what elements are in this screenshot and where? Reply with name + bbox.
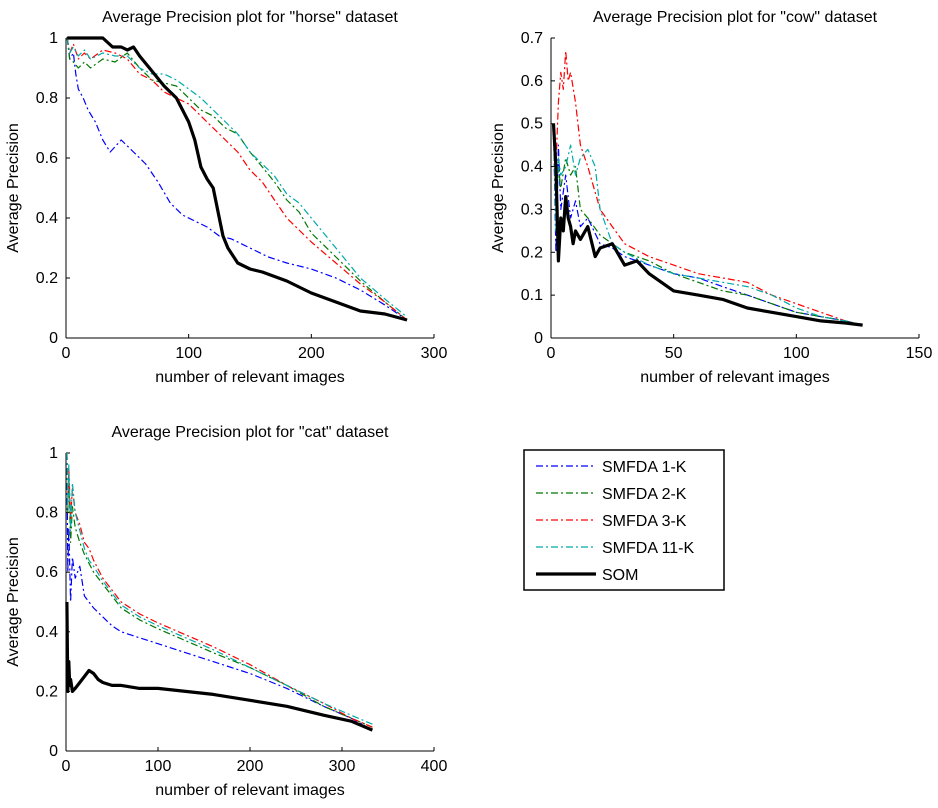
- x-tick-label: 400: [421, 758, 448, 775]
- series-line-smfda-11-k: [66, 37, 408, 318]
- series-line-smfda-2-k: [552, 123, 863, 326]
- series-line-som: [67, 36, 408, 322]
- x-tick-label: 0: [62, 758, 71, 775]
- series-line-smfda-2-k: [66, 37, 408, 321]
- series-line-smfda-2-k: [66, 452, 373, 728]
- y-tick-label: 0: [49, 330, 58, 347]
- x-tick-label: 50: [665, 345, 683, 362]
- x-tick-label: 150: [906, 345, 933, 362]
- x-tick-label: 0: [62, 345, 71, 362]
- chart-title: Average Precision plot for "horse" datas…: [102, 9, 398, 26]
- legend-label: SOM: [602, 567, 638, 584]
- chart-2: 0 100 200 300 400 0 0.2 0.4 0.6 0.8 1 Average Preci…: [5, 424, 447, 799]
- y-axis-label: Average Precision: [5, 537, 22, 667]
- x-tick-label: 100: [145, 758, 172, 775]
- series-line-smfda-3-k: [552, 50, 863, 326]
- chart-title: Average Precision plot for "cow" dataset: [593, 9, 878, 26]
- y-axis-label: Average Precision: [490, 123, 507, 253]
- x-tick-label: 100: [175, 345, 202, 362]
- y-tick-label: 0.6: [521, 73, 543, 90]
- y-tick-label: 0.2: [36, 683, 58, 700]
- legend-label: SMFDA 11-K: [602, 540, 695, 557]
- y-tick-label: 0: [534, 330, 543, 347]
- x-tick-label: 300: [329, 758, 356, 775]
- y-tick-label: 0: [49, 743, 58, 760]
- series-line-smfda-3-k: [66, 37, 408, 321]
- legend-label: SMFDA 3-K: [602, 513, 687, 530]
- y-tick-label: 0.2: [521, 244, 543, 261]
- y-tick-label: 0.6: [36, 150, 58, 167]
- x-tick-label: 300: [421, 345, 448, 362]
- y-tick-label: 0.1: [521, 287, 543, 304]
- series-line-som: [551, 123, 863, 327]
- x-tick-label: 200: [298, 345, 325, 362]
- x-axis-label: number of relevant images: [155, 369, 344, 386]
- series-line-smfda-3-k: [66, 452, 373, 728]
- y-tick-label: 0.5: [521, 116, 543, 133]
- x-axis-label: number of relevant images: [155, 782, 344, 799]
- y-tick-label: 0.4: [521, 159, 543, 176]
- x-tick-label: 0: [547, 345, 556, 362]
- x-tick-label: 200: [237, 758, 264, 775]
- y-tick-label: 0.3: [521, 201, 543, 218]
- series-line-smfda-1-k: [552, 123, 863, 326]
- y-tick-label: 0.4: [36, 624, 58, 641]
- y-tick-label: 0.6: [36, 564, 58, 581]
- y-tick-label: 0.2: [36, 270, 58, 287]
- y-axis-label: Average Precision: [5, 123, 22, 253]
- x-axis-label: number of relevant images: [640, 369, 829, 386]
- series-line-smfda-1-k: [66, 452, 373, 731]
- y-tick-label: 0.8: [36, 505, 58, 522]
- series-line-smfda-1-k: [66, 37, 408, 321]
- legend: SMFDA 1-K SMFDA 2-K SMFDA 3-K SMFDA 11-K SOM: [523, 449, 725, 591]
- legend-label: SMFDA 2-K: [602, 486, 687, 503]
- series-line-smfda-11-k: [552, 123, 863, 326]
- legend-label: SMFDA 1-K: [602, 459, 687, 476]
- x-tick-label: 100: [783, 345, 810, 362]
- series-line-smfda-11-k: [66, 452, 373, 725]
- chart-1: 0 50 100 150 0 0.1 0.2 0.3 0.4 0.5 0.6 0.7 Average P…: [490, 9, 932, 386]
- y-tick-label: 0.7: [521, 30, 543, 47]
- y-tick-label: 0.4: [36, 210, 58, 227]
- y-tick-label: 1: [49, 30, 58, 47]
- chart-title: Average Precision plot for "cat" dataset: [112, 424, 390, 441]
- chart-0: 0 100 200 300 0 0.2 0.4 0.6 0.8 1 Average Precisio…: [5, 9, 447, 386]
- y-tick-label: 1: [49, 445, 58, 462]
- y-tick-label: 0.8: [36, 90, 58, 107]
- series-line-som: [65, 601, 374, 732]
